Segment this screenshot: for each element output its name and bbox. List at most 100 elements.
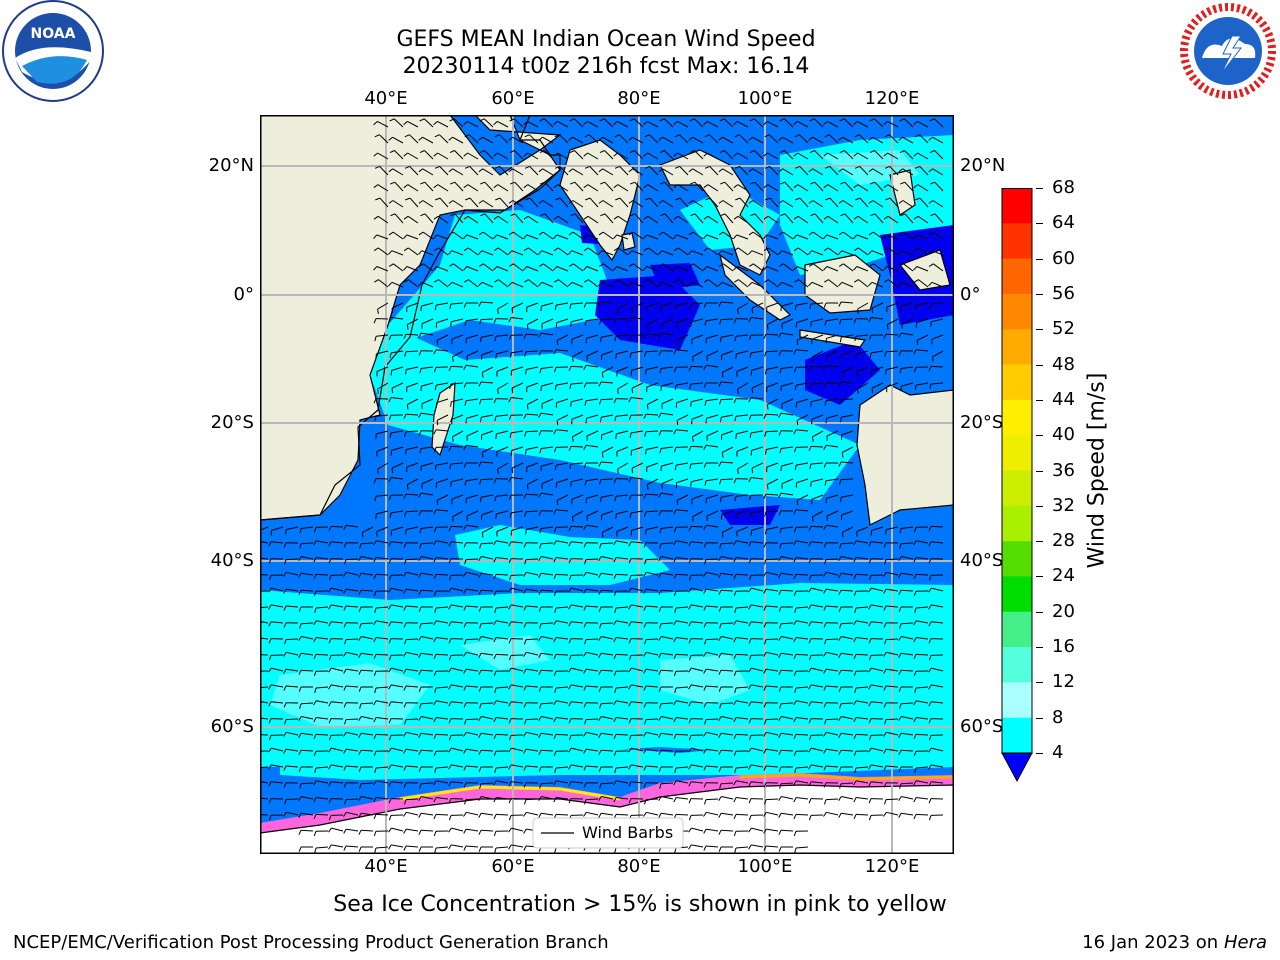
- wind-barb-shaft: [587, 215, 599, 224]
- wind-barb-flag: [688, 231, 694, 236]
- wind-barb-flag: [463, 652, 467, 657]
- wind-barb-flag: [718, 846, 722, 852]
- colorbar-label: Wind Speed [m/s]: [1084, 372, 1110, 569]
- wind-barb-flag: [403, 247, 409, 252]
- colorbar-tick-mark: [1036, 364, 1043, 366]
- wind-barb-shaft: [840, 542, 854, 545]
- wind-barb-shaft: [526, 234, 539, 240]
- wind-barb-shaft: [375, 686, 389, 689]
- wind-barb-flag: [479, 150, 485, 154]
- wind-barb-flag: [479, 623, 482, 629]
- wind-barb-shaft: [889, 197, 899, 208]
- wind-barb-shaft: [633, 118, 644, 128]
- wind-barb-shaft: [887, 184, 899, 192]
- wind-barb-flag: [613, 540, 617, 546]
- lon-label-top-80e: 80°E: [617, 88, 661, 109]
- wind-barb-shaft: [690, 445, 704, 448]
- wind-barb-flag: [737, 388, 739, 394]
- wind-barb-flag: [568, 764, 572, 770]
- wind-barb-shaft: [540, 589, 554, 592]
- wind-barb-flag: [885, 369, 887, 375]
- wind-barb-flag: [373, 234, 378, 240]
- wind-barb-shaft: [796, 700, 809, 704]
- wind-barb-shaft: [573, 118, 584, 128]
- wind-barb-flag: [478, 263, 484, 267]
- wind-barb-shaft: [795, 846, 809, 849]
- wind-barb-flag: [478, 168, 484, 173]
- wind-barb-flag: [688, 747, 692, 753]
- wind-barb-flag: [763, 152, 768, 157]
- wind-barb-shaft: [541, 812, 554, 816]
- wind-barb-shaft: [856, 526, 869, 532]
- wind-barb-shaft: [661, 636, 674, 640]
- wind-barb-shaft: [260, 574, 269, 576]
- wind-barb-shaft: [541, 281, 554, 288]
- wind-barb-flag: [598, 136, 603, 141]
- wind-barb-flag: [688, 684, 692, 690]
- wind-barb-shaft: [841, 556, 854, 560]
- wind-barb-shaft: [285, 765, 299, 768]
- wind-barb-shaft: [346, 571, 359, 576]
- wind-barb-flag: [688, 250, 693, 255]
- wind-barb-shaft: [315, 606, 329, 609]
- wind-barb-shaft: [391, 281, 404, 288]
- wind-barb-shaft: [901, 318, 914, 325]
- wind-barb-flag: [883, 588, 887, 594]
- wind-barb-flag: [583, 234, 588, 240]
- wind-barb-flag: [569, 118, 575, 122]
- wind-barb-shaft: [751, 844, 764, 848]
- wind-barb-flag: [764, 799, 767, 805]
- wind-barb-flag: [328, 735, 332, 741]
- wind-barb-flag: [373, 478, 377, 484]
- wind-barb-shaft: [615, 813, 629, 816]
- wind-barb-flag: [493, 831, 497, 837]
- wind-barb-flag: [898, 733, 902, 738]
- wind-barb-shaft: [600, 622, 614, 625]
- wind-barb-shaft: [376, 780, 389, 784]
- wind-barb-shaft: [436, 266, 449, 272]
- wind-barb-flag: [493, 700, 497, 706]
- wind-barb-shaft: [589, 166, 599, 176]
- wind-barb-flag: [284, 559, 287, 565]
- wind-barb-shaft: [811, 494, 824, 500]
- wind-barb-flag: [688, 718, 692, 724]
- wind-barb-shaft: [391, 781, 404, 784]
- wind-barb-shaft: [811, 250, 824, 256]
- wind-barb-shaft: [633, 263, 644, 272]
- wind-barb-shaft: [555, 653, 569, 656]
- footer-right: 16 Jan 2023 on Hera: [1082, 932, 1267, 954]
- wind-barb-shaft: [481, 414, 494, 418]
- wind-barb-flag: [928, 231, 934, 236]
- wind-barb-flag: [823, 765, 827, 771]
- wind-barb-flag: [523, 184, 529, 189]
- wind-barb-flag: [748, 263, 754, 267]
- wind-barb-shaft: [617, 302, 629, 310]
- wind-barb-flag: [358, 636, 362, 641]
- wind-barb-flag: [853, 557, 857, 563]
- wind-barb-flag: [703, 668, 707, 674]
- wind-barb-shaft: [360, 829, 374, 832]
- wind-barb-flag: [568, 587, 572, 593]
- wind-barb-shaft: [571, 414, 584, 420]
- wind-barb-flag: [733, 814, 737, 820]
- wind-barb-shaft: [376, 526, 389, 532]
- wind-barb-shaft: [466, 350, 479, 357]
- wind-barb-shaft: [345, 765, 359, 768]
- wind-barb-flag: [928, 747, 932, 753]
- wind-barb-flag: [614, 165, 620, 169]
- wind-barb-flag: [570, 213, 576, 217]
- wind-barb-flag: [389, 150, 395, 154]
- wind-barb-shaft: [901, 556, 914, 560]
- wind-barb-flag: [328, 747, 332, 753]
- wind-barb-shaft: [586, 731, 599, 736]
- wind-barb-shaft: [916, 557, 929, 560]
- wind-barb-flag: [658, 263, 664, 267]
- wind-barb-shaft: [436, 398, 449, 404]
- wind-barb-flag: [420, 466, 422, 472]
- wind-barb-shaft: [931, 541, 944, 544]
- wind-barb-shaft: [709, 134, 719, 144]
- wind-barb-flag: [508, 541, 512, 547]
- wind-barb-flag: [403, 828, 407, 834]
- wind-barb-shaft: [904, 150, 914, 160]
- wind-barb-shaft: [931, 747, 944, 752]
